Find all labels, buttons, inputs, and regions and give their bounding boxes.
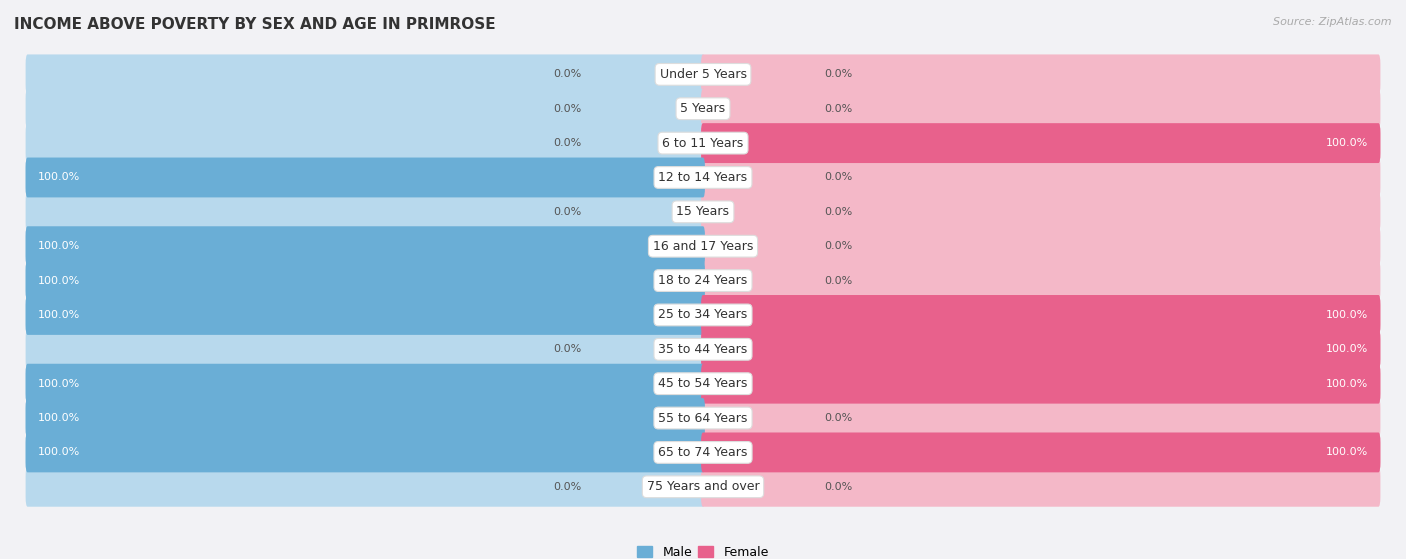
Text: 100.0%: 100.0% — [38, 447, 80, 457]
Text: 5 Years: 5 Years — [681, 102, 725, 115]
Text: 100.0%: 100.0% — [38, 413, 80, 423]
FancyBboxPatch shape — [25, 123, 704, 163]
FancyBboxPatch shape — [28, 403, 1378, 433]
Text: 0.0%: 0.0% — [824, 173, 853, 182]
Text: 0.0%: 0.0% — [824, 413, 853, 423]
FancyBboxPatch shape — [702, 329, 1381, 369]
FancyBboxPatch shape — [702, 123, 1381, 163]
FancyBboxPatch shape — [25, 364, 704, 404]
Text: 100.0%: 100.0% — [1326, 138, 1368, 148]
Text: 100.0%: 100.0% — [1326, 344, 1368, 354]
FancyBboxPatch shape — [702, 467, 1381, 506]
FancyBboxPatch shape — [702, 364, 1381, 404]
Text: 0.0%: 0.0% — [824, 104, 853, 113]
FancyBboxPatch shape — [28, 59, 1378, 89]
Text: 0.0%: 0.0% — [824, 276, 853, 286]
FancyBboxPatch shape — [25, 226, 704, 266]
Text: 65 to 74 Years: 65 to 74 Years — [658, 446, 748, 459]
FancyBboxPatch shape — [702, 158, 1381, 197]
Text: 100.0%: 100.0% — [38, 310, 80, 320]
Text: 35 to 44 Years: 35 to 44 Years — [658, 343, 748, 356]
FancyBboxPatch shape — [702, 226, 1381, 266]
FancyBboxPatch shape — [702, 89, 1381, 129]
Text: 0.0%: 0.0% — [824, 482, 853, 492]
FancyBboxPatch shape — [702, 295, 1381, 335]
Text: 100.0%: 100.0% — [1326, 447, 1368, 457]
Text: 0.0%: 0.0% — [553, 104, 582, 113]
FancyBboxPatch shape — [702, 295, 1381, 335]
FancyBboxPatch shape — [702, 260, 1381, 301]
Text: 0.0%: 0.0% — [553, 482, 582, 492]
Text: 0.0%: 0.0% — [553, 138, 582, 148]
FancyBboxPatch shape — [28, 300, 1378, 330]
Text: 0.0%: 0.0% — [553, 344, 582, 354]
FancyBboxPatch shape — [25, 364, 704, 404]
FancyBboxPatch shape — [25, 226, 704, 266]
FancyBboxPatch shape — [28, 162, 1378, 193]
FancyBboxPatch shape — [702, 123, 1381, 163]
Text: 12 to 14 Years: 12 to 14 Years — [658, 171, 748, 184]
FancyBboxPatch shape — [25, 467, 704, 506]
FancyBboxPatch shape — [28, 472, 1378, 502]
Legend: Male, Female: Male, Female — [633, 541, 773, 559]
FancyBboxPatch shape — [25, 260, 704, 301]
Text: 15 Years: 15 Years — [676, 205, 730, 219]
FancyBboxPatch shape — [702, 433, 1381, 472]
Text: 0.0%: 0.0% — [553, 207, 582, 217]
Text: 18 to 24 Years: 18 to 24 Years — [658, 274, 748, 287]
Text: 100.0%: 100.0% — [38, 378, 80, 389]
Text: 100.0%: 100.0% — [1326, 378, 1368, 389]
Text: 45 to 54 Years: 45 to 54 Years — [658, 377, 748, 390]
FancyBboxPatch shape — [702, 364, 1381, 404]
FancyBboxPatch shape — [25, 398, 704, 438]
Text: 100.0%: 100.0% — [38, 276, 80, 286]
FancyBboxPatch shape — [25, 54, 704, 94]
FancyBboxPatch shape — [28, 334, 1378, 364]
Text: 55 to 64 Years: 55 to 64 Years — [658, 411, 748, 424]
FancyBboxPatch shape — [25, 433, 704, 472]
Text: 6 to 11 Years: 6 to 11 Years — [662, 136, 744, 150]
FancyBboxPatch shape — [28, 231, 1378, 261]
Text: Under 5 Years: Under 5 Years — [659, 68, 747, 81]
FancyBboxPatch shape — [25, 398, 704, 438]
FancyBboxPatch shape — [25, 158, 704, 197]
FancyBboxPatch shape — [25, 89, 704, 129]
FancyBboxPatch shape — [702, 54, 1381, 94]
FancyBboxPatch shape — [25, 433, 704, 472]
Text: 0.0%: 0.0% — [824, 207, 853, 217]
Text: 100.0%: 100.0% — [38, 241, 80, 251]
FancyBboxPatch shape — [702, 433, 1381, 472]
FancyBboxPatch shape — [25, 158, 704, 197]
Text: 25 to 34 Years: 25 to 34 Years — [658, 309, 748, 321]
FancyBboxPatch shape — [28, 437, 1378, 467]
FancyBboxPatch shape — [25, 329, 704, 369]
FancyBboxPatch shape — [702, 192, 1381, 232]
Text: 75 Years and over: 75 Years and over — [647, 480, 759, 493]
FancyBboxPatch shape — [25, 192, 704, 232]
FancyBboxPatch shape — [25, 260, 704, 301]
FancyBboxPatch shape — [25, 295, 704, 335]
FancyBboxPatch shape — [28, 197, 1378, 227]
FancyBboxPatch shape — [28, 93, 1378, 124]
Text: 100.0%: 100.0% — [38, 173, 80, 182]
FancyBboxPatch shape — [702, 329, 1381, 369]
Text: 0.0%: 0.0% — [824, 241, 853, 251]
Text: 100.0%: 100.0% — [1326, 310, 1368, 320]
Text: 0.0%: 0.0% — [553, 69, 582, 79]
FancyBboxPatch shape — [702, 398, 1381, 438]
Text: Source: ZipAtlas.com: Source: ZipAtlas.com — [1274, 17, 1392, 27]
Text: 16 and 17 Years: 16 and 17 Years — [652, 240, 754, 253]
FancyBboxPatch shape — [28, 128, 1378, 158]
FancyBboxPatch shape — [28, 266, 1378, 296]
FancyBboxPatch shape — [28, 368, 1378, 399]
FancyBboxPatch shape — [25, 295, 704, 335]
Text: 0.0%: 0.0% — [824, 69, 853, 79]
Text: INCOME ABOVE POVERTY BY SEX AND AGE IN PRIMROSE: INCOME ABOVE POVERTY BY SEX AND AGE IN P… — [14, 17, 496, 32]
